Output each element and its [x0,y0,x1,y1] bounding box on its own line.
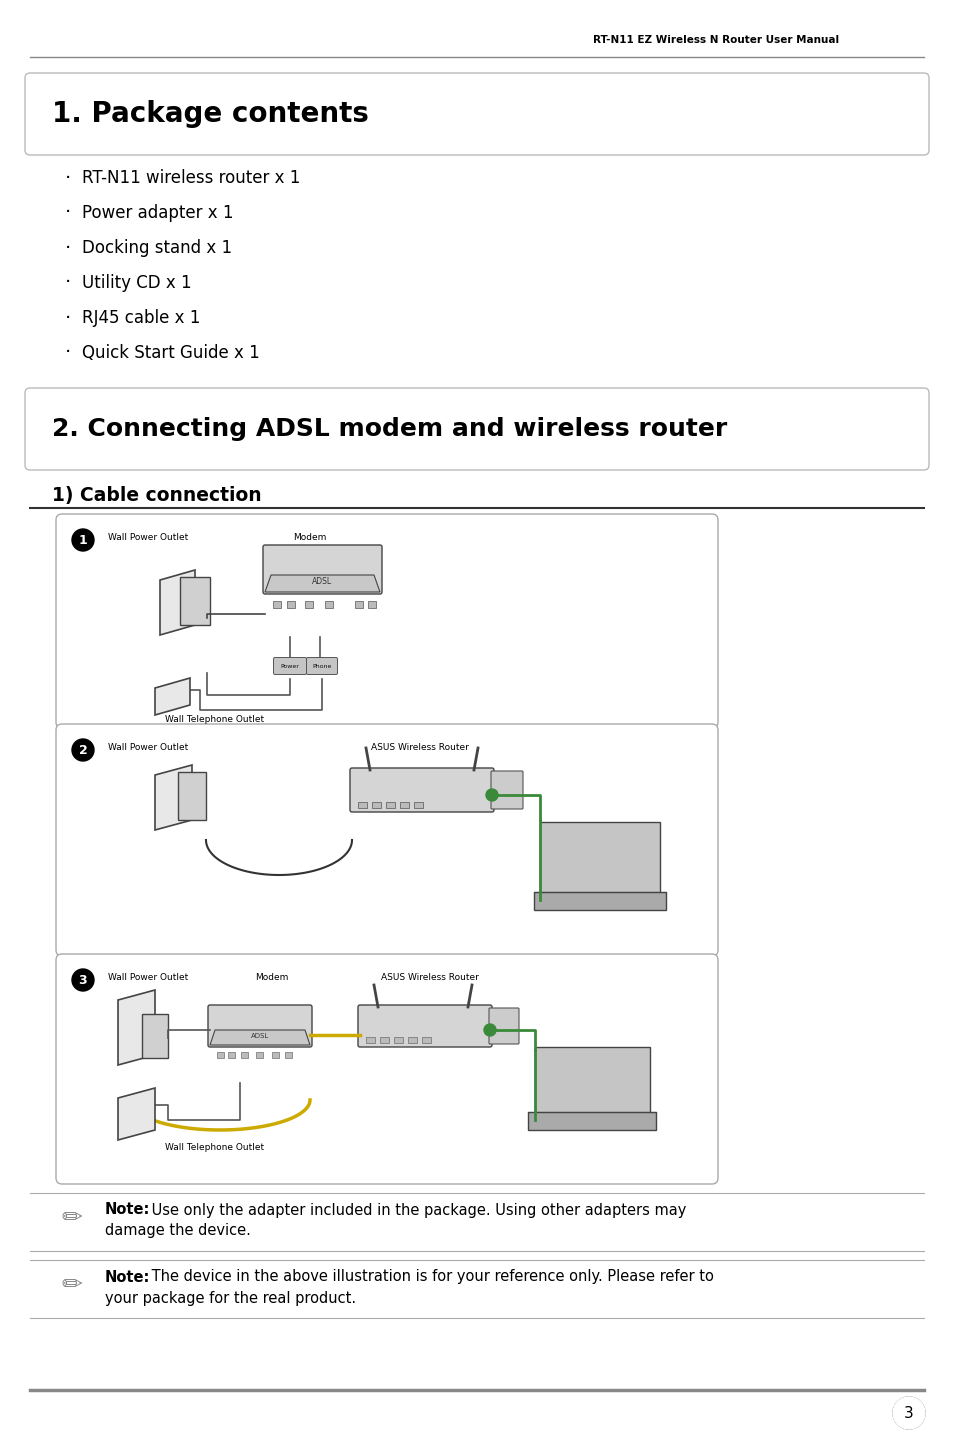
FancyBboxPatch shape [350,768,494,812]
Bar [272,1053,278,1058]
FancyBboxPatch shape [274,657,306,674]
Bar [305,601,313,609]
Text: Power adapter x 1: Power adapter x 1 [82,203,233,222]
Text: Docking stand x 1: Docking stand x 1 [82,239,232,256]
Text: 3: 3 [903,1405,913,1421]
Text: Modem: Modem [255,972,289,981]
FancyBboxPatch shape [534,892,665,909]
Text: ·: · [65,308,71,328]
Text: ASUS Wireless Router: ASUS Wireless Router [380,972,478,981]
Text: 1. Package contents: 1. Package contents [52,100,369,127]
Circle shape [485,789,497,800]
Text: Note:: Note: [105,1203,151,1217]
FancyBboxPatch shape [178,772,206,821]
Text: 1: 1 [78,534,88,547]
Bar [535,1047,649,1120]
Text: Wall Telephone Outlet: Wall Telephone Outlet [165,716,264,725]
Text: Use only the adapter included in the package. Using other adapters may: Use only the adapter included in the pac… [147,1203,685,1217]
FancyBboxPatch shape [180,577,210,624]
Text: your package for the real product.: your package for the real product. [105,1290,355,1306]
Polygon shape [118,990,154,1065]
FancyBboxPatch shape [25,73,928,155]
Text: Wall Power Outlet: Wall Power Outlet [108,743,188,752]
Bar [379,1037,389,1042]
Text: Note:: Note: [105,1270,151,1285]
FancyBboxPatch shape [56,954,718,1184]
Text: RJ45 cable x 1: RJ45 cable x 1 [82,309,200,326]
Text: Power: Power [280,663,299,669]
Bar [355,601,363,609]
Text: ·: · [65,169,71,188]
Bar [399,802,409,808]
Bar [394,1037,402,1042]
FancyBboxPatch shape [491,770,522,809]
Bar [357,802,367,808]
Circle shape [483,1024,496,1035]
Text: Quick Start Guide x 1: Quick Start Guide x 1 [82,344,259,362]
Bar [408,1037,416,1042]
Text: Wall Power Outlet: Wall Power Outlet [108,972,188,981]
Bar [368,601,375,609]
FancyBboxPatch shape [56,725,718,957]
Text: ASUS Wireless Router: ASUS Wireless Router [371,743,469,752]
Bar [325,601,333,609]
Polygon shape [210,1030,310,1045]
Circle shape [71,739,94,760]
Bar [372,802,380,808]
Text: ·: · [65,274,71,292]
Polygon shape [118,1088,154,1140]
FancyBboxPatch shape [263,546,381,594]
FancyBboxPatch shape [25,388,928,470]
Text: 1) Cable connection: 1) Cable connection [52,485,261,504]
Bar [287,601,294,609]
FancyBboxPatch shape [142,1014,168,1058]
Text: damage the device.: damage the device. [105,1223,251,1239]
Text: Wall Power Outlet: Wall Power Outlet [108,533,188,541]
Bar [241,1053,248,1058]
Circle shape [892,1398,924,1429]
Text: ✏: ✏ [61,1273,82,1297]
Text: Modem: Modem [293,533,326,541]
FancyBboxPatch shape [527,1113,656,1130]
Text: ADSL: ADSL [251,1032,269,1040]
Bar [216,1053,224,1058]
Text: ADSL: ADSL [312,577,332,587]
Bar [386,802,395,808]
Text: 3: 3 [78,974,88,987]
Polygon shape [265,576,379,591]
Text: The device in the above illustration is for your reference only. Please refer to: The device in the above illustration is … [147,1270,713,1285]
Text: Wall Telephone Outlet: Wall Telephone Outlet [165,1144,264,1153]
FancyBboxPatch shape [208,1005,312,1047]
Bar [539,822,659,899]
FancyBboxPatch shape [489,1008,518,1044]
Polygon shape [154,677,190,715]
Text: RT-N11 EZ Wireless N Router User Manual: RT-N11 EZ Wireless N Router User Manual [592,34,838,44]
FancyBboxPatch shape [357,1005,492,1047]
Bar [414,802,422,808]
Text: ·: · [65,344,71,362]
Text: RT-N11 wireless router x 1: RT-N11 wireless router x 1 [82,169,300,188]
Text: ·: · [65,203,71,222]
Text: 2: 2 [78,743,88,756]
Bar [421,1037,431,1042]
FancyBboxPatch shape [56,514,718,727]
Polygon shape [160,570,194,634]
Bar [366,1037,375,1042]
Circle shape [71,969,94,991]
Text: ·: · [65,239,71,258]
Polygon shape [154,765,192,831]
Text: 2. Connecting ADSL modem and wireless router: 2. Connecting ADSL modem and wireless ro… [52,417,726,441]
Bar [228,1053,234,1058]
Text: Utility CD x 1: Utility CD x 1 [82,274,192,292]
Bar [285,1053,292,1058]
FancyBboxPatch shape [306,657,337,674]
Text: ✏: ✏ [61,1206,82,1230]
Circle shape [71,528,94,551]
Text: Phone: Phone [312,663,332,669]
Bar [255,1053,263,1058]
Bar [273,601,281,609]
